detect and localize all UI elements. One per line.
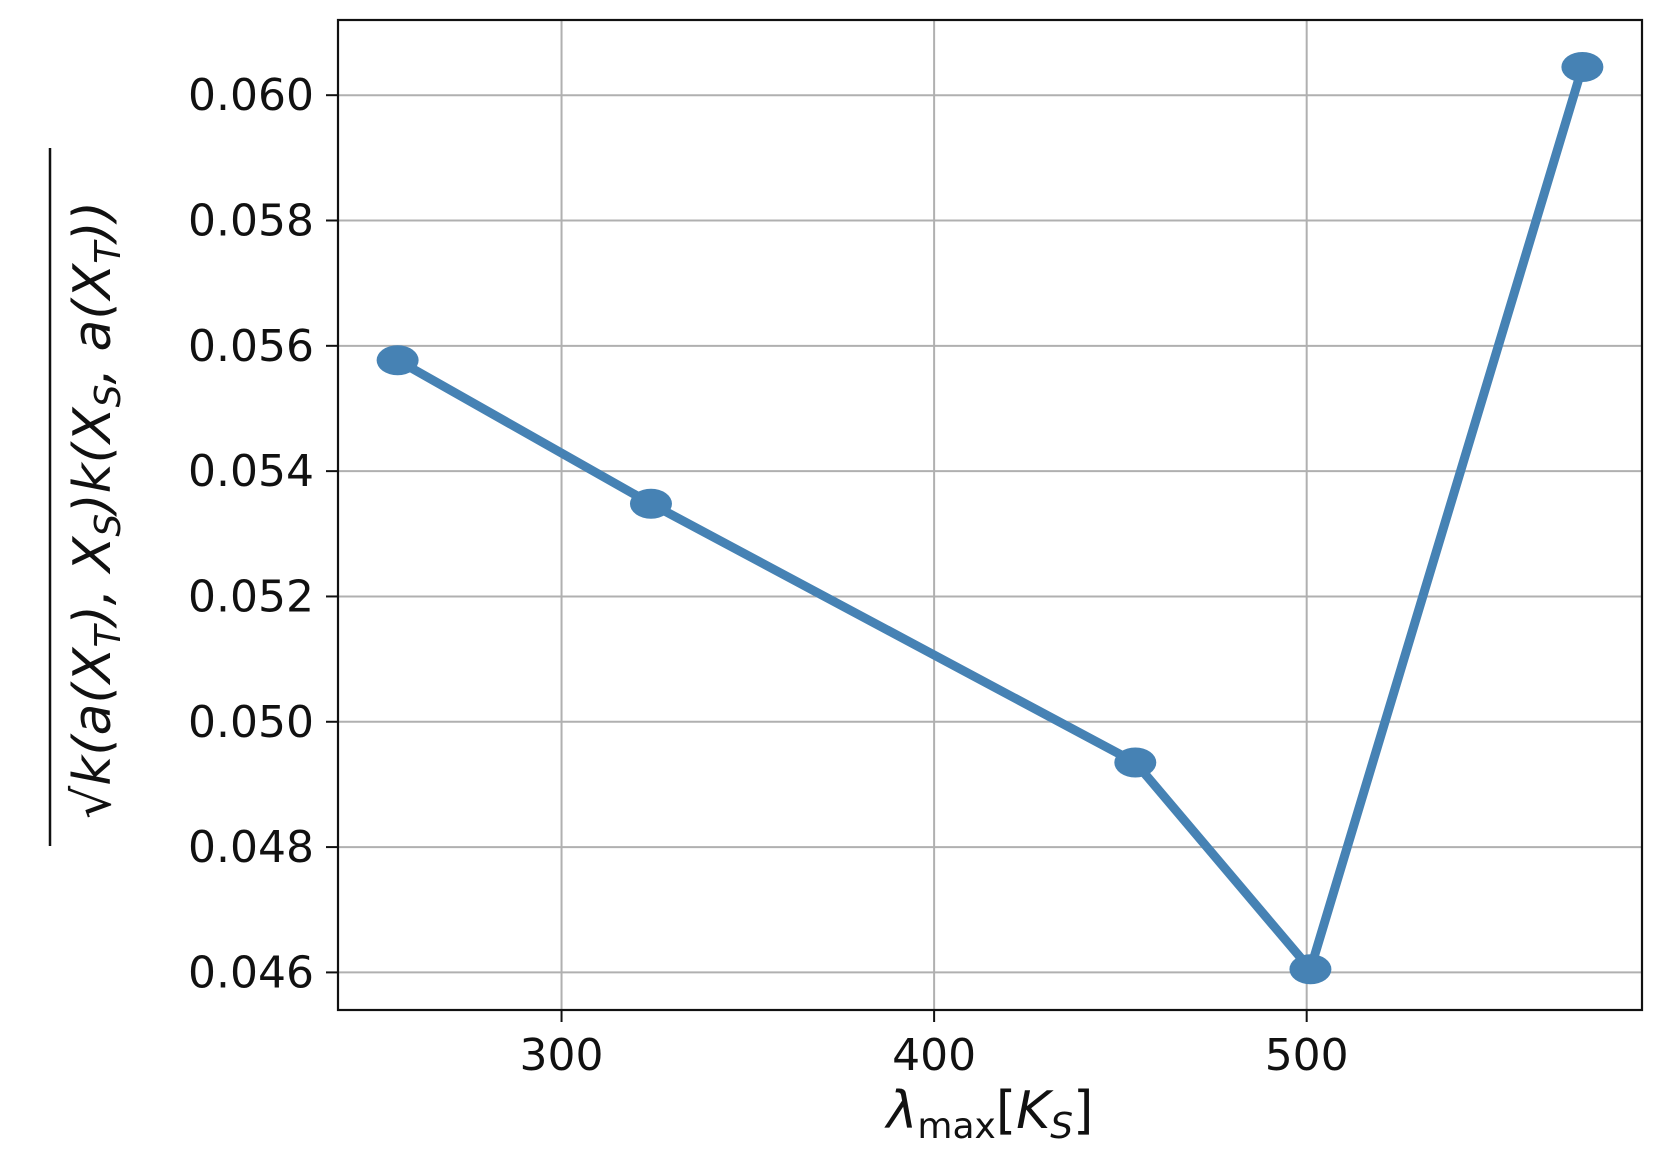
grid [338,20,1642,1010]
plot-frame [336,18,1644,1012]
y-tick-labels: 0.046 0.048 0.050 0.052 0.054 0.056 0.058 0.060 [188,70,314,998]
svg-text:√k(a(XT), XS)k(XS, a(XT)): √k(a(XT), XS)k(XS, a(XT)) [63,201,129,819]
tick-marks [326,94,1308,1022]
x-tick-labels: 300 400 500 [520,1030,1349,1081]
x-axis-label: λmax[KS] [884,1081,1094,1147]
y-tick-label: 0.060 [188,70,314,121]
data-point-marker [376,345,419,376]
data-point-marker [1114,747,1157,778]
y-tick-label: 0.056 [188,321,314,372]
y-tick-label: 0.054 [188,446,314,497]
data-point-marker [629,488,672,519]
series-line [393,62,1587,974]
series-layer [376,51,1604,985]
x-tick-label: 300 [520,1030,604,1081]
data-point-marker [1289,954,1332,985]
y-tick-label: 0.052 [188,571,314,622]
x-tick-label: 500 [1265,1030,1349,1081]
x-tick-label: 400 [892,1030,976,1081]
y-tick-label: 0.048 [188,822,314,873]
y-axis-label: √k(a(XT), XS)k(XS, a(XT)) [48,148,129,846]
data-point-marker [1561,51,1604,82]
y-tick-label: 0.050 [188,697,314,748]
y-tick-label: 0.058 [188,196,314,247]
y-tick-label: 0.046 [188,947,314,998]
